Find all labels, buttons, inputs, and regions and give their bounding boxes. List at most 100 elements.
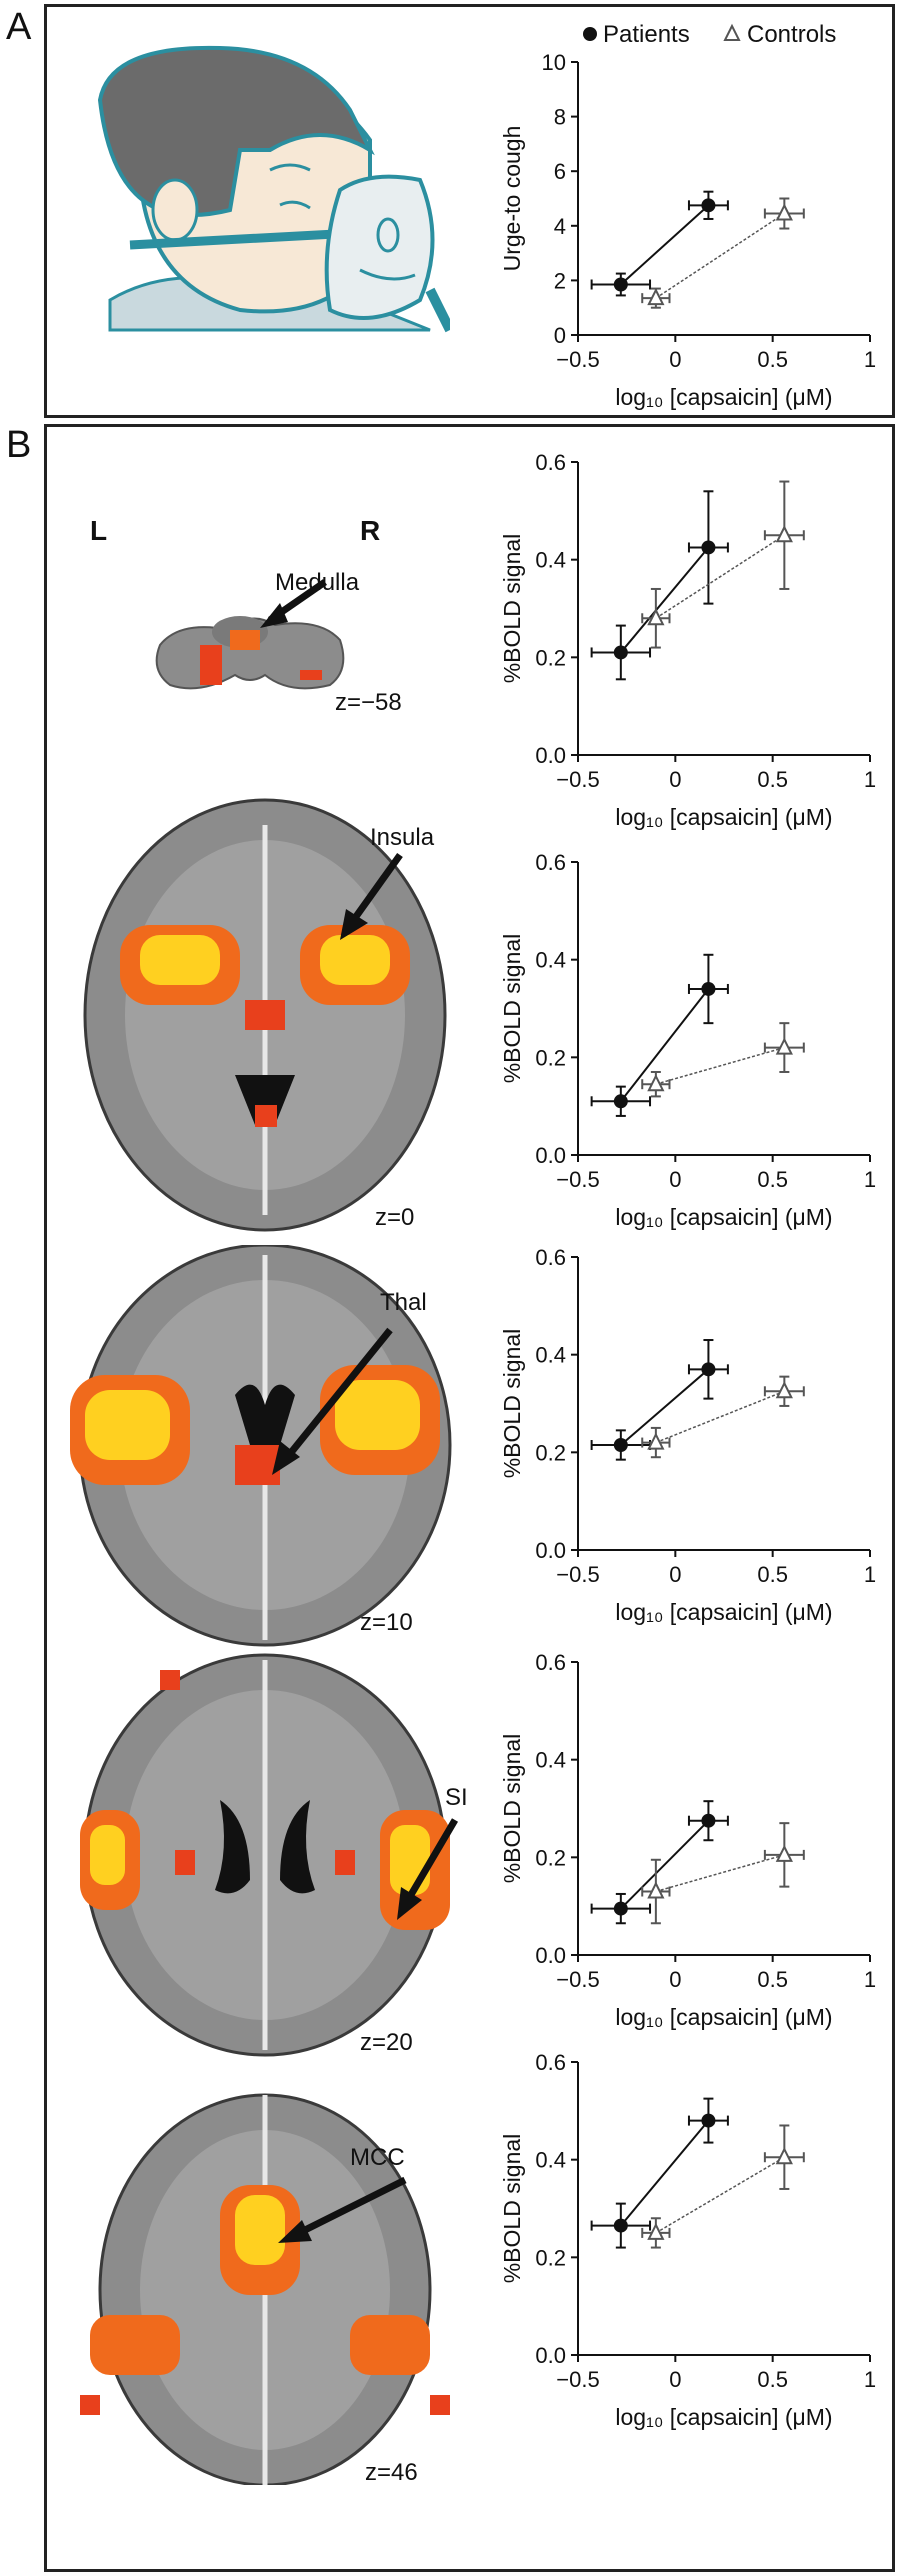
- chart0-series-controls-line: [655, 212, 785, 299]
- chart5-series-controls-line: [655, 2156, 785, 2234]
- chart2-xtick-label: 1: [864, 1167, 876, 1192]
- chart5-xtick-label: 0: [669, 2367, 681, 2392]
- chart2-patients-point: [613, 1094, 628, 1109]
- chart1-series-controls-line: [655, 534, 785, 619]
- panel-letter-b: B: [6, 424, 32, 466]
- chart1-ytick-label: 0.2: [535, 645, 566, 670]
- chart1-ytick-label: 0.4: [535, 548, 566, 573]
- chart5-ylabel: %BOLD signal: [499, 2134, 525, 2284]
- thal-label: Thal: [380, 1289, 427, 1316]
- insula-label: Insula: [370, 824, 435, 851]
- bold-chart-si: −0.5 0 0.5 1 0.0 0.2 0.4 0.6 log₁₀ [capsaicin] (…: [499, 1650, 876, 2030]
- chart4-ytick-label: 0.6: [535, 1650, 566, 1675]
- chart0-xlabel: log₁₀ [capsaicin] (μM): [615, 384, 832, 410]
- chart4-patients-point: [701, 1813, 716, 1828]
- chart4-ylabel: %BOLD signal: [499, 1734, 525, 1884]
- chart0-xtick-label: 0: [669, 347, 681, 372]
- chart2-xtick-label: 0: [669, 1167, 681, 1192]
- chart4-xlabel: log₁₀ [capsaicin] (μM): [615, 2004, 832, 2030]
- chart2-ytick-label: 0.6: [535, 850, 566, 875]
- chart3-xlabel: log₁₀ [capsaicin] (μM): [615, 1599, 832, 1625]
- chart2-ytick-label: 0.2: [535, 1045, 566, 1070]
- chart2-ytick-label: 0.4: [535, 948, 566, 973]
- chart0-series-patients-line: [620, 204, 710, 286]
- bold-chart-thalamus: −0.5 0 0.5 1 0.0 0.2 0.4 0.6 log₁₀ [capsaicin] (…: [499, 1245, 876, 1625]
- chart4-patients-point: [613, 1901, 628, 1916]
- si-label: SI: [445, 1784, 468, 1811]
- chart3-xtick-label: 0.5: [757, 1562, 788, 1587]
- chart5-ytick-label: 0.4: [535, 2148, 566, 2173]
- chart1-controls-point: [647, 608, 665, 626]
- chart1-patients-point: [613, 645, 628, 660]
- chart5-controls-point: [647, 2222, 665, 2240]
- chart0-ytick-label: 4: [554, 214, 566, 239]
- chart5-patients-point: [701, 2113, 716, 2128]
- chart5-ytick-label: 0.2: [535, 2245, 566, 2270]
- mcc-label: MCC: [350, 2144, 405, 2171]
- chart1-ytick-label: 0.6: [535, 450, 566, 475]
- legend-controls-marker: [723, 23, 741, 41]
- chart4-xtick-label: 0: [669, 1967, 681, 1992]
- chart1-xtick-label: 0: [669, 767, 681, 792]
- chart3-series-patients-line: [620, 1368, 710, 1446]
- chart1-xtick-label: 0.5: [757, 767, 788, 792]
- chart5-xtick-label: −0.5: [556, 2367, 599, 2392]
- thal-z-label: z=10: [360, 1609, 413, 1636]
- chart5-series-patients-line: [620, 2119, 710, 2227]
- chart4-xtick-label: −0.5: [556, 1967, 599, 1992]
- chart2-xtick-label: 0.5: [757, 1167, 788, 1192]
- chart4-series-controls-line: [655, 1854, 785, 1893]
- chart0-xtick-label: 1: [864, 347, 876, 372]
- chart1-xtick-label: 1: [864, 767, 876, 792]
- panel-letter-a: A: [6, 6, 32, 48]
- chart5-ytick-label: 0.0: [535, 2343, 566, 2368]
- legend-patients-label: Patients: [603, 21, 690, 48]
- chart3-patients-point: [613, 1438, 628, 1453]
- mcc-z-label: z=46: [365, 2459, 418, 2485]
- chart0-xtick-label: −0.5: [556, 347, 599, 372]
- chart1-series-patients-line: [620, 546, 710, 654]
- chart2-xlabel: log₁₀ [capsaicin] (μM): [615, 1204, 832, 1230]
- chart3-series-controls-line: [655, 1390, 785, 1444]
- left-hemisphere-label: L: [90, 515, 107, 546]
- chart3-ytick-label: 0.6: [535, 1245, 566, 1270]
- chart4-controls-point: [775, 1844, 793, 1862]
- chart0-ytick-label: 8: [554, 105, 566, 130]
- brain-slice-thalamus: Thal z=10: [70, 1245, 452, 1647]
- chart4-xtick-label: 1: [864, 1967, 876, 1992]
- chart2-controls-point: [775, 1037, 793, 1055]
- chart4-series-patients-line: [620, 1820, 710, 1910]
- chart1-xlabel: log₁₀ [capsaicin] (μM): [615, 804, 832, 830]
- bold-chart-mcc: −0.5 0 0.5 1 0.0 0.2 0.4 0.6 log₁₀ [capsaicin] (…: [499, 2050, 876, 2430]
- chart3-patients-point: [701, 1362, 716, 1377]
- chart1-ytick-label: 0.0: [535, 743, 566, 768]
- chart3-ytick-label: 0.2: [535, 1440, 566, 1465]
- brain-slice-medulla: L R Medulla z=−58: [90, 515, 402, 716]
- bold-chart-insula: −0.5 0 0.5 1 0.0 0.2 0.4 0.6 log₁₀ [capsaicin] (…: [499, 850, 876, 1230]
- insula-z-label: z=0: [375, 1204, 414, 1231]
- chart0-controls-point: [647, 287, 665, 306]
- medulla-label: Medulla: [275, 569, 360, 596]
- bold-chart-medulla: −0.5 0 0.5 1 0.0 0.2 0.4 0.6 log₁₀ [capsaicin] (…: [499, 450, 876, 830]
- patient-cough-illustration: [97, 45, 450, 333]
- chart3-controls-point: [647, 1432, 665, 1450]
- chart2-patients-point: [701, 981, 716, 996]
- legend-patients-marker: [583, 27, 597, 41]
- chart0-ytick-label: 10: [542, 50, 566, 75]
- chart3-xtick-label: −0.5: [556, 1562, 599, 1587]
- brain-slice-mcc: MCC z=46: [80, 2093, 450, 2485]
- chart2-controls-point: [647, 1073, 665, 1092]
- chart3-xtick-label: 0: [669, 1562, 681, 1587]
- chart1-controls-point: [775, 525, 793, 543]
- chart0-ytick-label: 6: [554, 159, 566, 184]
- chart5-ytick-label: 0.6: [535, 2050, 566, 2075]
- chart3-ytick-label: 0.4: [535, 1343, 566, 1368]
- chart0-patients-point: [613, 277, 628, 292]
- chart3-controls-point: [775, 1381, 793, 1399]
- chart1-ylabel: %BOLD signal: [499, 534, 525, 684]
- chart2-series-patients-line: [620, 988, 710, 1102]
- panel-b-box: [44, 424, 895, 2572]
- chart2-ylabel: %BOLD signal: [499, 934, 525, 1084]
- chart3-ytick-label: 0.0: [535, 1538, 566, 1563]
- panel-a-box: [44, 4, 895, 418]
